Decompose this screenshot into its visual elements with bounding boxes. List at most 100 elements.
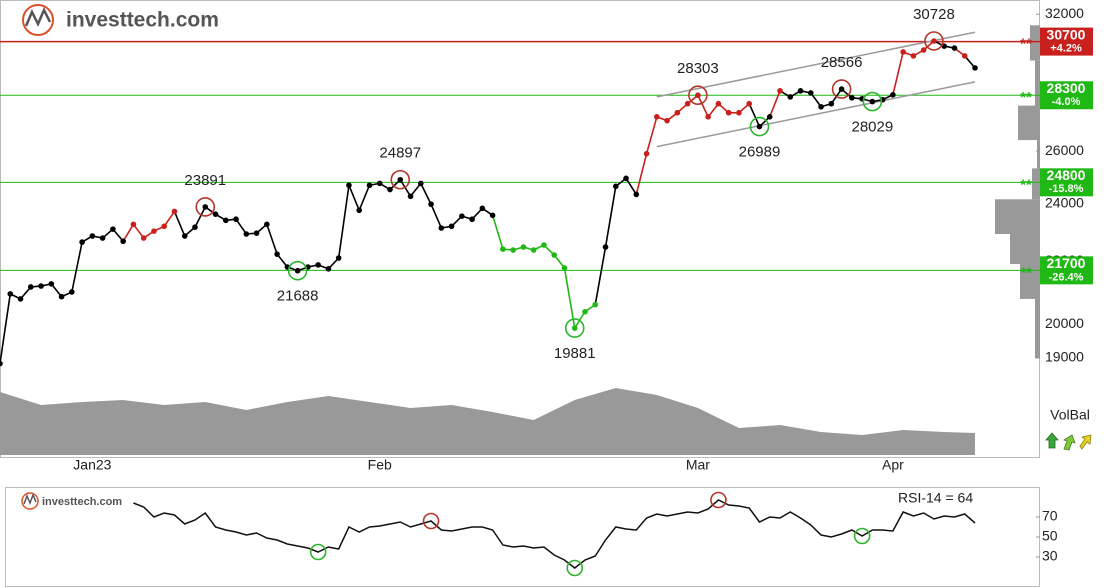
- level-marker: **: [1020, 36, 1032, 53]
- price-segment: [810, 92, 822, 108]
- x-tick-label: Apr: [882, 457, 904, 473]
- price-point: [387, 186, 393, 193]
- price-segment: [266, 224, 278, 255]
- price-point: [849, 95, 855, 101]
- y-tick-label: 20000: [1045, 315, 1084, 331]
- price-point: [212, 211, 219, 217]
- price-point: [222, 217, 229, 224]
- rsi-tick-label: 50: [1042, 528, 1058, 544]
- x-tick-label: Jan23: [73, 457, 111, 473]
- price-point: [828, 100, 835, 107]
- price-point: [695, 92, 701, 98]
- price-segment: [122, 223, 135, 242]
- volume-area: [0, 388, 975, 455]
- price-point: [366, 182, 373, 189]
- price-point: [715, 100, 722, 107]
- price-point: [7, 291, 14, 297]
- price-point: [766, 114, 773, 120]
- price-point: [17, 296, 24, 302]
- price-point: [725, 109, 732, 116]
- price-point: [130, 221, 137, 228]
- price-point: [0, 360, 3, 367]
- price-point: [807, 90, 814, 96]
- volume-profile-bar: [1018, 105, 1040, 141]
- level-value: 24800: [1047, 167, 1086, 183]
- price-point: [407, 193, 414, 200]
- price-point: [38, 283, 44, 289]
- price-point: [233, 216, 239, 223]
- price-segment: [645, 116, 658, 154]
- price-point: [397, 176, 404, 183]
- price-point: [489, 212, 496, 219]
- price-point: [459, 213, 465, 219]
- price-point: [664, 117, 670, 124]
- price-point: [376, 180, 383, 187]
- extreme-label: 21688: [277, 288, 319, 305]
- y-tick-label: 19000: [1045, 349, 1084, 365]
- price-point: [110, 226, 116, 232]
- price-point: [643, 150, 650, 157]
- extreme-label: 30728: [913, 6, 955, 23]
- price-point: [674, 109, 681, 116]
- price-segment: [132, 223, 145, 239]
- price-segment: [604, 186, 617, 248]
- price-segment: [635, 153, 648, 195]
- level-box: [1040, 168, 1093, 197]
- price-point: [140, 235, 147, 241]
- price-point: [192, 224, 198, 230]
- rsi-tick-label: 70: [1042, 508, 1058, 524]
- price-point: [274, 251, 280, 257]
- extreme-label: 19881: [554, 345, 596, 362]
- logo-text: investtech.com: [66, 9, 219, 32]
- price-segment: [748, 103, 761, 127]
- volbal-arrows: [1045, 432, 1092, 451]
- price-point: [746, 100, 753, 107]
- price-point: [58, 293, 65, 300]
- price-point: [571, 325, 578, 331]
- price-segment: [563, 267, 576, 329]
- price-point: [500, 246, 506, 252]
- price-point: [582, 308, 588, 315]
- price-segment: [430, 203, 443, 229]
- extreme-label: 23891: [184, 172, 226, 189]
- extreme-circle: [749, 116, 770, 137]
- price-panel: [0, 0, 1040, 458]
- logo-text-small: investtech.com: [42, 496, 122, 508]
- level-box: [1040, 27, 1093, 56]
- extreme-circle: [862, 91, 883, 112]
- extreme-circle: [924, 31, 944, 51]
- price-point: [181, 233, 188, 239]
- price-point: [931, 38, 937, 44]
- price-point: [592, 301, 599, 308]
- price-point: [777, 88, 783, 94]
- price-segment: [625, 177, 637, 195]
- x-tick-label: Feb: [368, 457, 392, 473]
- logo-icon-small: [21, 492, 39, 510]
- price-point: [890, 92, 896, 98]
- price-segment: [163, 210, 176, 227]
- rsi-circle: [422, 512, 440, 530]
- price-point: [961, 53, 968, 59]
- price-segment: [420, 183, 432, 205]
- y-tick-label: 24000: [1045, 195, 1084, 211]
- price-point: [346, 182, 352, 189]
- price-point: [869, 98, 876, 105]
- price-point: [602, 244, 609, 250]
- y-tick-label: 26000: [1045, 142, 1084, 158]
- price-point: [89, 233, 96, 239]
- price-point: [756, 123, 763, 130]
- price-point: [951, 45, 958, 51]
- level-change: -15.8%: [1049, 183, 1084, 195]
- rsi-circle: [710, 491, 727, 509]
- rsi-line: [133, 499, 976, 569]
- price-point: [294, 267, 301, 274]
- rsi-circle: [566, 559, 584, 577]
- price-point: [171, 208, 178, 215]
- price-point: [797, 88, 804, 94]
- price-point: [99, 235, 106, 241]
- price-segment: [348, 184, 360, 211]
- level-marker: **: [1020, 176, 1032, 193]
- price-point: [541, 242, 547, 248]
- volume-profile-bar: [995, 199, 1040, 235]
- level-change: -26.4%: [1049, 271, 1084, 283]
